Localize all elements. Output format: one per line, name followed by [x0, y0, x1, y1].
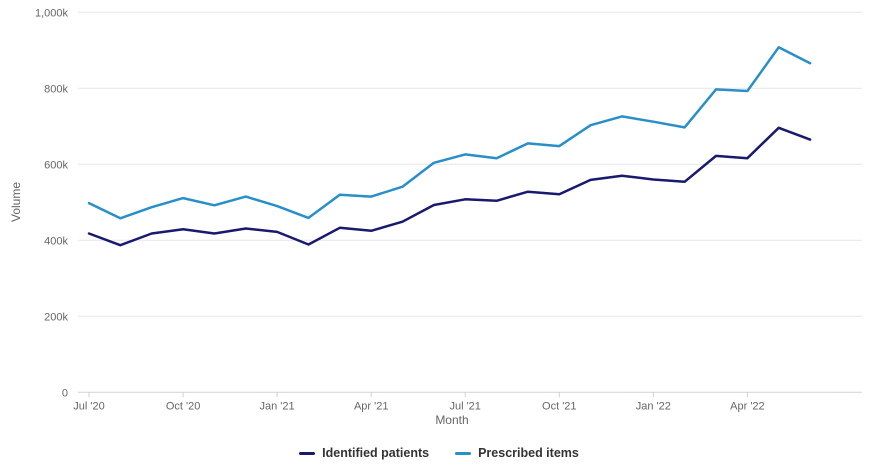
- x-tick-label: Oct '21: [542, 400, 577, 412]
- x-axis-title: Month: [435, 413, 468, 427]
- legend-label-prescribed-items: Prescribed items: [478, 446, 579, 460]
- legend-label-identified-patients: Identified patients: [322, 446, 430, 460]
- y-tick-label: 800k: [44, 83, 68, 95]
- y-tick-label: 1,000k: [35, 7, 69, 19]
- legend-swatch-identified-patients: [299, 451, 316, 455]
- y-tick-label: 200k: [44, 311, 68, 323]
- legend-item-identified-patients[interactable]: Identified patients: [299, 446, 429, 460]
- y-tick-label: 400k: [44, 235, 68, 247]
- legend-item-prescribed-items[interactable]: Prescribed items: [455, 446, 579, 460]
- legend: Identified patients Prescribed items: [0, 446, 878, 460]
- series-line-identified-patients: [87, 126, 812, 247]
- series-line-prescribed-items: [87, 46, 812, 220]
- x-tick-label: Jan '22: [636, 400, 671, 412]
- x-tick-label: Apr '22: [730, 400, 765, 412]
- x-tick-label: Jul '21: [449, 400, 480, 412]
- x-tick-label: Apr '21: [354, 400, 389, 412]
- x-tick-label: Oct '20: [166, 400, 201, 412]
- legend-swatch-prescribed-items: [455, 451, 472, 455]
- x-tick-label: Jul '20: [73, 400, 104, 412]
- line-chart: Volume Month 0 200k 400k 600k 800k 1,000k Jul …: [9, 7, 862, 427]
- x-tick-label: Jan '21: [260, 400, 295, 412]
- y-tick-label: 600k: [44, 159, 68, 171]
- y-tick-label: 0: [62, 387, 68, 399]
- y-axis-title: Volume: [9, 182, 23, 222]
